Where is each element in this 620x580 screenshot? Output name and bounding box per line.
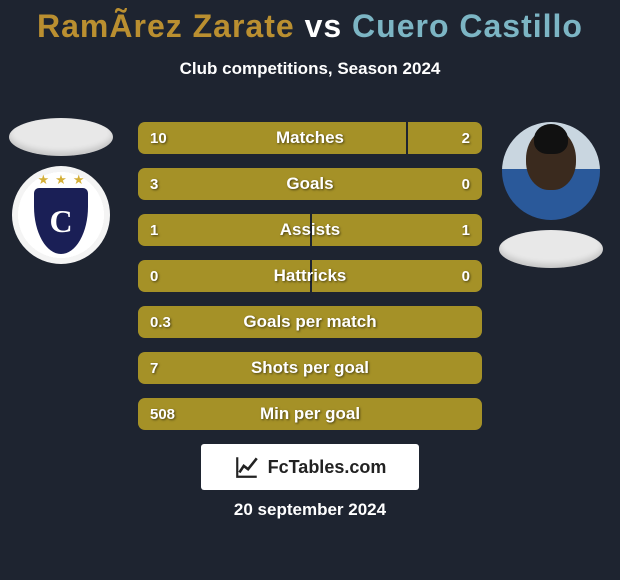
bar-left-fill (138, 214, 310, 246)
bar-left-fill (138, 352, 482, 384)
subtitle: Club competitions, Season 2024 (0, 59, 620, 79)
crest-shield-icon: C (31, 185, 91, 257)
crest-letter: C (49, 203, 72, 240)
brand-text: FcTables.com (268, 457, 387, 478)
left-club-crest: ★★★ C (12, 166, 110, 264)
bar-left-fill (138, 260, 310, 292)
bar-left-fill (138, 122, 406, 154)
player2-name: Cuero Castillo (352, 8, 583, 44)
right-player-avatar (502, 122, 600, 220)
left-player-column: ★★★ C (6, 118, 116, 264)
brand-badge: FcTables.com (201, 444, 419, 490)
stat-row: 102Matches (138, 122, 482, 154)
vs-label: vs (305, 8, 343, 44)
brand-chart-icon (234, 454, 260, 480)
title: RamÃ­rez Zarate vs Cuero Castillo (0, 0, 620, 45)
right-flag-placeholder (499, 230, 603, 268)
stat-row: 0.3Goals per match (138, 306, 482, 338)
bar-right-fill (408, 122, 482, 154)
right-player-column (496, 122, 606, 268)
player-face-icon (502, 122, 600, 220)
bar-left-fill (138, 168, 482, 200)
left-flag-placeholder (9, 118, 113, 156)
stat-row: 508Min per goal (138, 398, 482, 430)
stat-row: 00Hattricks (138, 260, 482, 292)
stat-row: 7Shots per goal (138, 352, 482, 384)
player1-name: RamÃ­rez Zarate (37, 8, 295, 44)
stat-row: 11Assists (138, 214, 482, 246)
comparison-bars: 102Matches 30Goals 11Assists 00Hattricks 0.3… (138, 122, 482, 430)
bar-left-fill (138, 398, 482, 430)
stat-row: 30Goals (138, 168, 482, 200)
bar-right-fill (312, 260, 482, 292)
bar-right-fill (312, 214, 482, 246)
date-label: 20 september 2024 (0, 500, 620, 520)
bar-left-fill (138, 306, 482, 338)
